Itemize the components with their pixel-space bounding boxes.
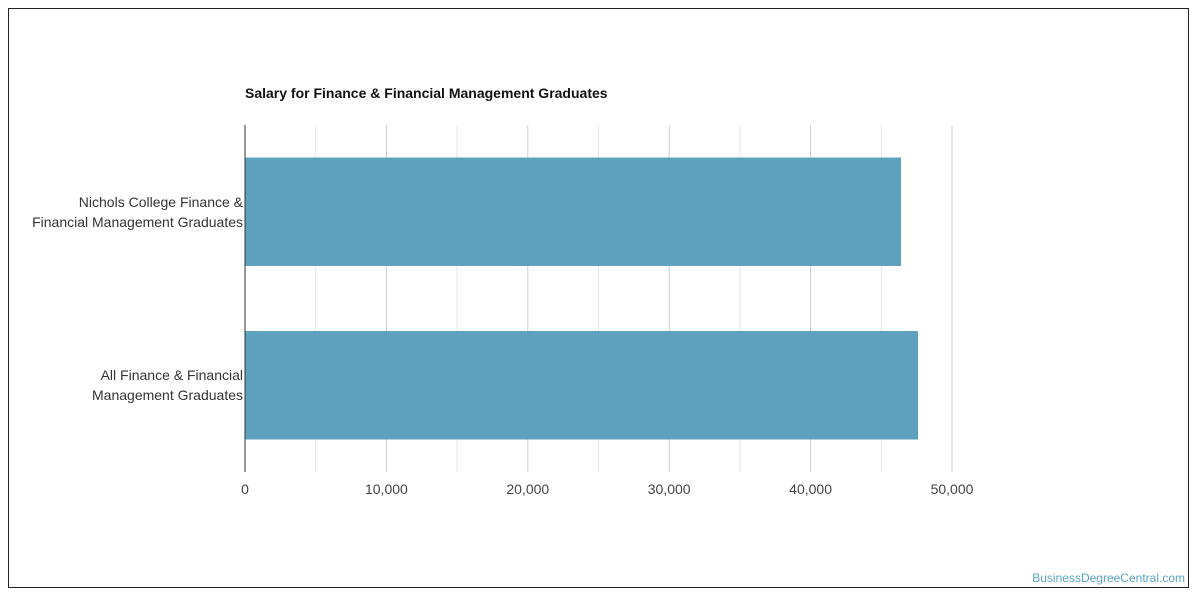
x-tick-label: 0 (241, 481, 249, 497)
x-tick-label: 50,000 (930, 481, 974, 497)
bar-0 (245, 157, 902, 266)
x-tick-label: 30,000 (647, 481, 691, 497)
watermark: BusinessDegreeCentral.com (1032, 571, 1185, 585)
category-label-1: All Finance & Financial Management Gradua… (0, 365, 243, 405)
x-tick-label: 40,000 (789, 481, 833, 497)
x-tick-label: 10,000 (364, 481, 408, 497)
bar-1 (245, 331, 919, 440)
category-label-line: All Finance & Financial (100, 367, 243, 384)
category-label-0: Nichols College Finance & Financial Manag… (0, 192, 243, 232)
category-label-line: Management Graduates (92, 387, 243, 404)
category-label-line: Nichols College Finance & (78, 193, 243, 210)
category-label-line: Financial Management Graduates (32, 213, 243, 230)
chart-frame (8, 8, 1189, 588)
chart-title: Salary for Finance & Financial Managemen… (245, 85, 608, 101)
x-tick-label: 20,000 (506, 481, 550, 497)
